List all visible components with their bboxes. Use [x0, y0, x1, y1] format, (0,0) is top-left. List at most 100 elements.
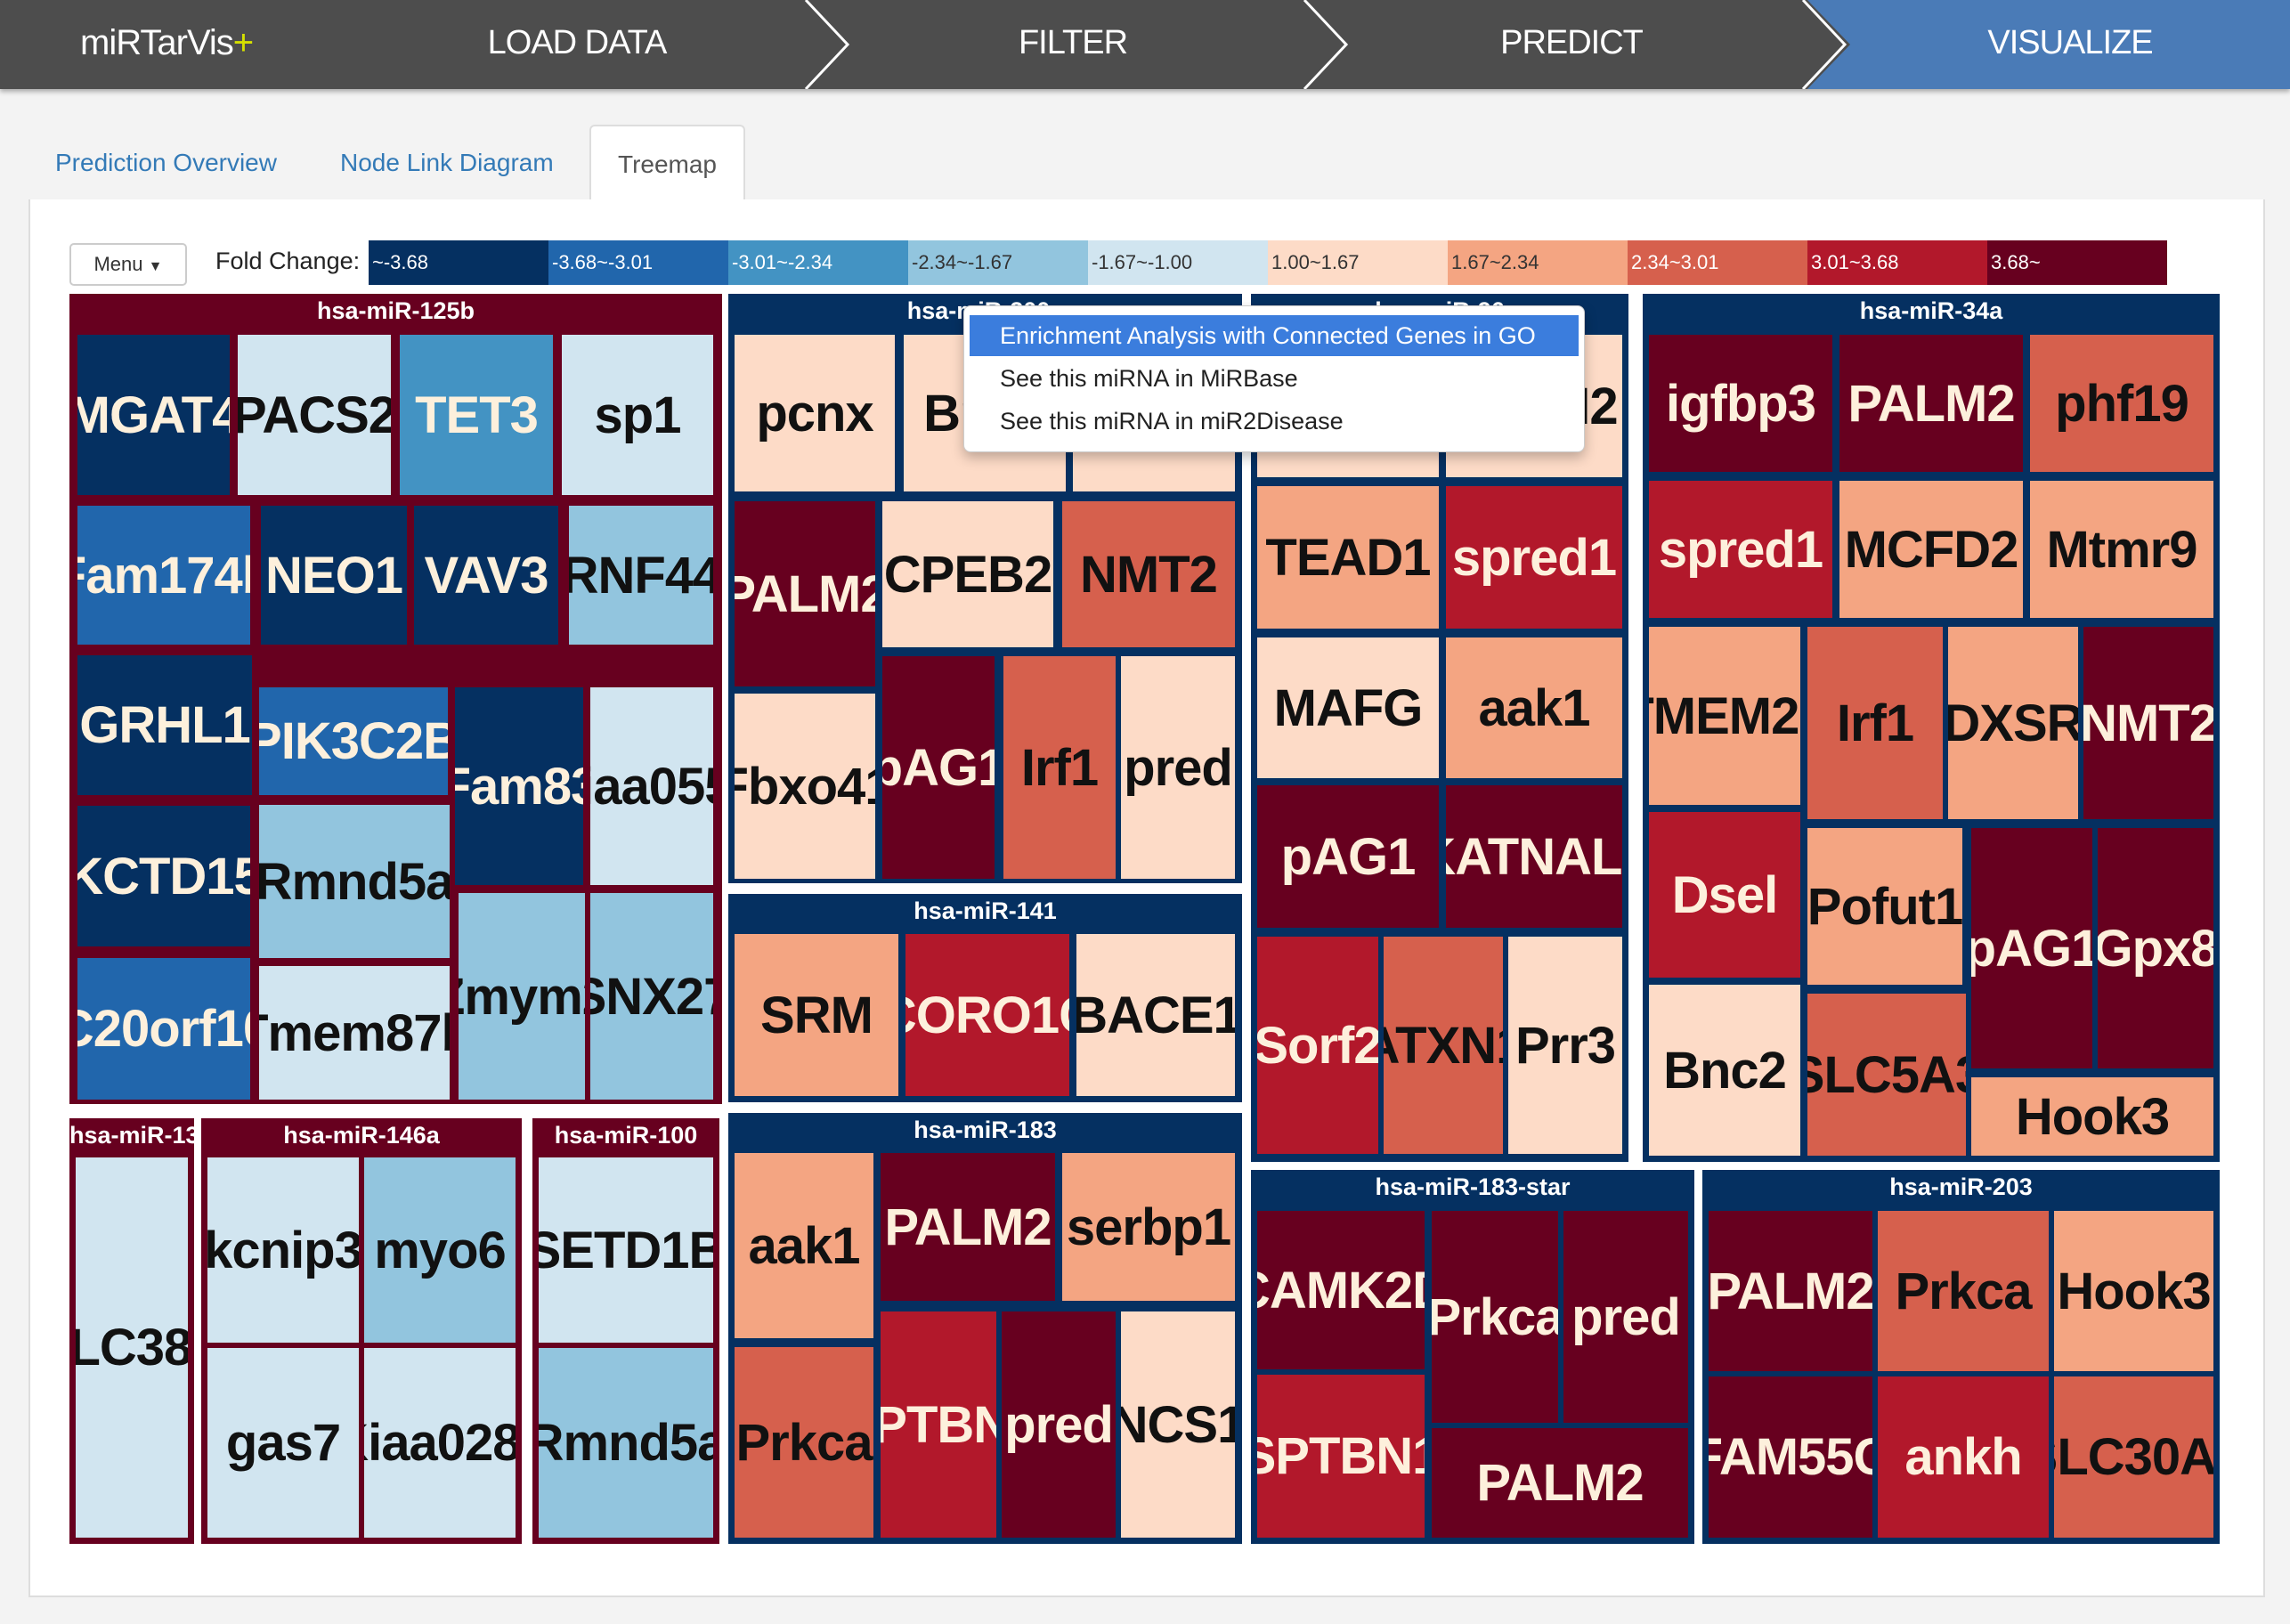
- mirna-label[interactable]: hsa-miR-146a: [283, 1122, 440, 1149]
- gene-cell[interactable]: MGAT4: [75, 332, 232, 498]
- gene-cell[interactable]: Prkca: [1875, 1208, 2051, 1374]
- tab-prediction-overview[interactable]: Prediction Overview: [55, 149, 277, 176]
- gene-cell[interactable]: TEAD1: [1255, 483, 1441, 631]
- gene-cell[interactable]: SPTBN1: [878, 1309, 999, 1540]
- gene-cell[interactable]: MAFG: [1255, 635, 1441, 781]
- gene-cell[interactable]: TET3: [397, 332, 556, 498]
- gene-cell[interactable]: ATXN1: [1381, 934, 1506, 1157]
- gene-cell[interactable]: PALM2: [878, 1150, 1058, 1303]
- gene-cell[interactable]: kcnip3: [205, 1155, 361, 1345]
- gene-cell[interactable]: FAM55C: [1706, 1374, 1875, 1540]
- gene-cell[interactable]: aak1: [1443, 635, 1625, 781]
- mirna-label[interactable]: hsa-miR-141: [914, 897, 1057, 924]
- gene-cell[interactable]: Prr3: [1506, 934, 1625, 1157]
- gene-cell[interactable]: Tmem87b: [256, 963, 452, 1102]
- gene-cell[interactable]: DXSR: [1945, 624, 2081, 822]
- gene-cell[interactable]: PALM2: [732, 499, 878, 689]
- tab-treemap[interactable]: Treemap: [589, 125, 746, 205]
- step-filter[interactable]: FILTER: [1018, 24, 1128, 61]
- gene-cell[interactable]: gas7: [205, 1345, 361, 1540]
- gene-cell[interactable]: pred: [1118, 654, 1238, 881]
- gene-cell[interactable]: Kiaa0556: [588, 685, 716, 888]
- menu-item-enrichment-analysis[interactable]: Enrichment Analysis with Connected Genes…: [970, 315, 1579, 356]
- gene-cell[interactable]: Fbxo41: [732, 691, 878, 881]
- menu-button[interactable]: Menu ▼: [69, 243, 187, 286]
- gene-cell[interactable]: pAG1: [1969, 825, 2095, 1071]
- gene-cell[interactable]: C20orf10: [75, 955, 253, 1102]
- step-visualize[interactable]: VISUALIZE: [1987, 24, 2153, 61]
- gene-cell[interactable]: CPEB2: [880, 499, 1056, 650]
- gene-cell[interactable]: Mtmr9: [2027, 478, 2216, 621]
- gene-cell[interactable]: pAG1: [880, 654, 997, 881]
- gene-cell[interactable]: Kiaa0284: [361, 1345, 518, 1540]
- gene-cell[interactable]: pred: [1561, 1208, 1691, 1425]
- gene-cell[interactable]: Prkca: [732, 1344, 876, 1540]
- tab-node-link-diagram[interactable]: Node Link Diagram: [340, 149, 554, 176]
- gene-cell[interactable]: Pofut1: [1805, 825, 1965, 987]
- gene-cell[interactable]: SETD1B: [536, 1155, 716, 1345]
- step-predict[interactable]: PREDICT: [1500, 24, 1644, 61]
- mirna-label[interactable]: hsa-miR-183: [914, 1116, 1057, 1143]
- gene-cell[interactable]: PACS2: [235, 332, 394, 498]
- gene-cell[interactable]: SLC30A7: [2051, 1374, 2216, 1540]
- gene-cell[interactable]: Bnc2: [1646, 982, 1803, 1158]
- gene-cell[interactable]: myo6: [361, 1155, 518, 1345]
- gene-cell[interactable]: MCFD2: [1837, 478, 2026, 621]
- gene-cell[interactable]: NMT2: [1060, 499, 1238, 650]
- gene-cell[interactable]: NMT2: [2081, 624, 2216, 822]
- gene-cell[interactable]: CAMK2D: [1255, 1208, 1427, 1372]
- mirna-label[interactable]: hsa-miR-183-star: [1375, 1173, 1571, 1200]
- gene-cell[interactable]: pcnx: [732, 332, 897, 494]
- gene-cell[interactable]: igfbp3: [1646, 332, 1835, 475]
- step-load-data[interactable]: LOAD DATA: [487, 24, 668, 61]
- gene-cell[interactable]: ankh: [1875, 1374, 2051, 1540]
- gene-cell[interactable]: Dsel: [1646, 809, 1803, 980]
- gene-cell[interactable]: VAV3: [411, 503, 561, 647]
- gene-cell[interactable]: Rmnd5a: [536, 1345, 716, 1540]
- mirna-label[interactable]: hsa-miR-125b: [316, 297, 475, 324]
- gene-cell[interactable]: spred1: [1443, 483, 1625, 631]
- gene-cell[interactable]: Irf1: [1001, 654, 1118, 881]
- menu-item-mir2disease[interactable]: See this miRNA in miR2Disease: [1000, 408, 1344, 434]
- gene-cell[interactable]: Hook3: [2051, 1208, 2216, 1374]
- mirna-label[interactable]: hsa-miR-203: [1889, 1173, 2033, 1200]
- gene-cell[interactable]: pAG1: [1255, 783, 1441, 930]
- gene-cell[interactable]: Irf1: [1805, 624, 1945, 822]
- gene-cell[interactable]: Hook3: [1969, 1075, 2216, 1158]
- gene-cell[interactable]: KCTD15: [75, 803, 253, 949]
- gene-cell[interactable]: SRM: [732, 931, 901, 1099]
- gene-cell[interactable]: sp1: [559, 332, 716, 498]
- gene-cell[interactable]: NCS1: [1118, 1309, 1238, 1540]
- menu-item-mirbase[interactable]: See this miRNA in MiRBase: [1000, 365, 1298, 392]
- gene-cell[interactable]: CORO1C: [903, 931, 1072, 1099]
- mirna-label[interactable]: hsa-miR-135: [69, 1122, 194, 1149]
- gene-cell[interactable]: PIK3C2B: [256, 685, 451, 798]
- app-brand[interactable]: miRTarVis+: [80, 23, 254, 62]
- gene-cell[interactable]: PALM2: [1706, 1208, 1875, 1374]
- gene-cell[interactable]: SNX27: [588, 890, 716, 1102]
- gene-cell[interactable]: PALM2: [1429, 1425, 1691, 1540]
- gene-cell[interactable]: aak1: [732, 1150, 876, 1341]
- gene-cell[interactable]: RNF44: [566, 503, 716, 647]
- gene-cell[interactable]: SLC38A: [73, 1155, 191, 1540]
- gene-cell[interactable]: SPTBN1: [1255, 1372, 1427, 1540]
- gene-cell[interactable]: spred1: [1646, 478, 1835, 621]
- gene-cell[interactable]: PALM2: [1837, 332, 2026, 475]
- mirna-label[interactable]: hsa-miR-100: [554, 1122, 698, 1149]
- gene-cell[interactable]: phf19: [2027, 332, 2216, 475]
- gene-cell[interactable]: Zmym2: [456, 890, 588, 1102]
- gene-cell[interactable]: Fam174b: [75, 503, 253, 647]
- gene-cell[interactable]: serbp1: [1060, 1150, 1238, 1303]
- gene-cell[interactable]: NEO1: [258, 503, 410, 647]
- gene-cell[interactable]: GRHL1: [75, 653, 255, 798]
- gene-cell[interactable]: BACE1: [1074, 931, 1238, 1099]
- gene-cell[interactable]: Prkca: [1429, 1208, 1561, 1425]
- gene-cell[interactable]: TMEM20: [1646, 624, 1803, 808]
- gene-cell[interactable]: KATNAL1: [1443, 783, 1625, 930]
- gene-cell[interactable]: Gpx8: [2095, 825, 2216, 1071]
- gene-cell[interactable]: SLC5A3: [1805, 991, 1969, 1158]
- gene-cell[interactable]: pred: [999, 1309, 1118, 1540]
- gene-cell[interactable]: Fam83: [452, 685, 586, 888]
- gene-cell[interactable]: Rmnd5a: [256, 802, 452, 961]
- mirna-label[interactable]: hsa-miR-34a: [1859, 297, 2003, 324]
